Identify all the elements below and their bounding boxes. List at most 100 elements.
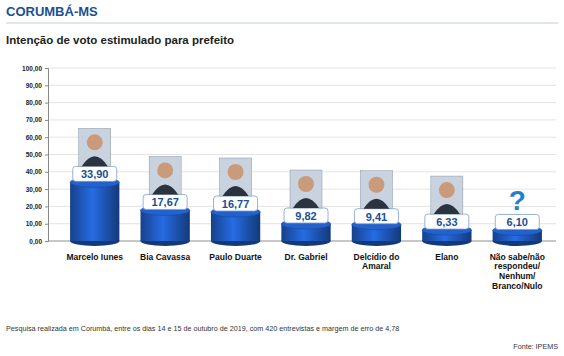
y-tick-mark xyxy=(45,85,48,86)
portrait-head xyxy=(157,162,173,178)
x-tick: Delcídio doAmaral xyxy=(354,249,400,271)
portrait-head xyxy=(439,182,455,198)
y-tick-label: 90,00 xyxy=(26,82,43,90)
portrait-body xyxy=(223,186,249,196)
x-axis-line xyxy=(57,249,557,250)
portrait xyxy=(360,171,392,209)
portrait-body xyxy=(82,156,108,166)
y-tick-mark xyxy=(45,137,48,138)
data-labels: 33,90 17,67 16,77 9,82 9,41 6,33 6,10? xyxy=(73,128,540,229)
x-tick: Dr. Gabriel xyxy=(285,249,328,262)
y-axis: 0,00 10,00 20,00 30,00 40,00 50,00 60,00 70,00 8… xyxy=(22,65,48,246)
y-tick-mark xyxy=(45,103,48,104)
y-tick-label: 30,00 xyxy=(26,186,43,194)
y-tick-label: 40,00 xyxy=(26,168,43,176)
y-tick-mark xyxy=(45,155,48,156)
y-tick: 80,00 xyxy=(26,99,48,107)
x-tick: Bia Cavassa xyxy=(140,249,190,262)
grid xyxy=(48,68,556,241)
y-tick-label: 70,00 xyxy=(26,116,43,124)
portrait-head xyxy=(87,134,103,150)
y-tick-mark xyxy=(45,172,48,173)
data-label: 9,82 xyxy=(295,210,316,222)
note: Pesquisa realizada em Corumbá, entre os … xyxy=(6,324,399,333)
portrait-frame xyxy=(360,171,392,209)
grid-line xyxy=(48,68,556,69)
y-tick-mark xyxy=(45,68,48,69)
portrait-frame xyxy=(431,176,463,214)
portrait-frame xyxy=(79,128,111,166)
portrait-body xyxy=(434,204,460,214)
cylinder xyxy=(70,177,119,246)
y-tick-mark xyxy=(45,120,48,121)
data-label: 33,90 xyxy=(81,168,109,180)
y-tick-label: 0,00 xyxy=(29,238,42,246)
category-label: Delcídio doAmaral xyxy=(354,252,400,272)
bar xyxy=(70,182,119,241)
y-tick: 10,00 xyxy=(26,220,48,228)
portrait xyxy=(79,128,111,166)
subtitle: Intenção de voto estimulado para prefeit… xyxy=(6,34,234,46)
y-tick: 60,00 xyxy=(26,134,48,142)
y-tick-label: 50,00 xyxy=(26,151,43,159)
y-tick: 50,00 xyxy=(26,151,48,159)
cylinder xyxy=(211,207,260,246)
y-tick: 0,00 xyxy=(29,238,48,246)
category-label: Dr. Gabriel xyxy=(285,252,328,262)
portrait-body xyxy=(152,184,178,194)
portrait-frame xyxy=(220,158,252,196)
header-rule xyxy=(6,23,558,24)
label-box xyxy=(425,214,469,229)
grid-line xyxy=(48,85,556,86)
label-box xyxy=(214,196,258,211)
category-label: Bia Cavassa xyxy=(140,252,190,262)
source: Fonte: IPEMS xyxy=(513,342,558,351)
x-tick: Elano xyxy=(435,249,458,262)
y-tick-mark xyxy=(45,206,48,207)
category-label: Elano xyxy=(435,252,458,262)
data-label: 9,41 xyxy=(366,211,387,223)
y-tick-label: 60,00 xyxy=(26,134,43,142)
y-tick: 90,00 xyxy=(26,82,48,90)
header: CORUMBÁ-MS xyxy=(6,4,98,19)
x-tick: Não sabe/nãorespondeu/Nenhum/Branco/Nulo xyxy=(490,249,545,291)
y-axis-line xyxy=(45,69,49,242)
y-tick: 40,00 xyxy=(26,168,48,176)
category-label: Paulo Duarte xyxy=(209,252,262,262)
data-label: 6,33 xyxy=(436,216,457,228)
grid-line xyxy=(48,119,556,120)
portrait-frame xyxy=(149,156,181,194)
x-axis: Marcelo IunesBia CavassaPaulo DuarteDr. … xyxy=(57,249,557,291)
portrait-head xyxy=(228,164,244,180)
y-tick: 30,00 xyxy=(26,186,48,194)
portrait-head xyxy=(368,177,384,193)
portrait-body xyxy=(293,198,319,208)
grid-line xyxy=(48,102,556,103)
portrait-head xyxy=(298,176,314,192)
y-tick-label: 100,00 xyxy=(22,65,42,73)
portrait xyxy=(149,156,181,194)
label-box xyxy=(143,194,187,209)
grid-line xyxy=(48,137,556,138)
x-tick: Paulo Duarte xyxy=(209,249,262,262)
y-tick-label: 20,00 xyxy=(26,203,43,211)
grid-line xyxy=(48,154,556,155)
y-tick-mark xyxy=(45,189,48,190)
data-label: 17,67 xyxy=(151,196,179,208)
portrait xyxy=(290,170,322,208)
chart: CORUMBÁ-MS Intenção de voto estimulado pa… xyxy=(0,0,564,356)
portrait-body xyxy=(363,199,389,209)
y-tick-label: 10,00 xyxy=(26,220,43,228)
label-box xyxy=(73,166,117,181)
question-mark: ? xyxy=(509,185,526,216)
y-tick-mark xyxy=(45,241,48,242)
portrait-frame xyxy=(290,170,322,208)
label-box xyxy=(354,209,398,224)
label-box xyxy=(495,214,539,229)
portrait xyxy=(220,158,252,196)
data-label: 6,10 xyxy=(507,216,528,228)
y-tick: 70,00 xyxy=(26,116,48,124)
portrait xyxy=(431,176,463,214)
data-label: 16,77 xyxy=(222,198,250,210)
y-tick: 100,00 xyxy=(22,65,48,73)
